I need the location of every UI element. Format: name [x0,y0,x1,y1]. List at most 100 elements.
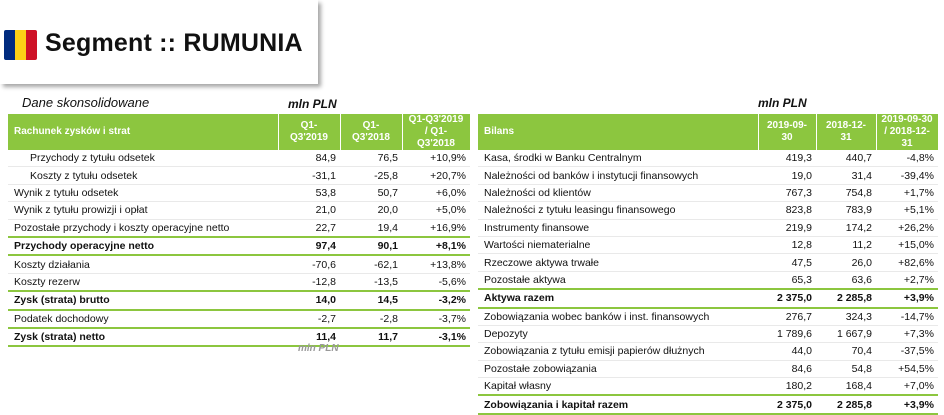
cell-value: 168,4 [816,377,876,396]
cell-value: 19,0 [758,166,816,185]
cell-value: 14,5 [340,290,402,311]
balance-sheet-table: Bilans 2019-09-30 2018-12-31 2019-09-30 … [478,114,939,415]
row-label: Zobowiązania i kapitał razem [478,394,758,415]
row-label: Należności od klientów [478,184,758,203]
row-label: Rzeczowe aktywa trwałe [478,253,758,272]
table-row: Należności od klientów 767,3 754,8 +1,7% [478,184,938,203]
table-row: Pozostałe zobowiązania 84,6 54,8 +54,5% [478,360,938,379]
cell-change: +8,1% [402,235,470,257]
faded-unit-label: mln PLN [298,343,339,354]
cell-value: 76,5 [340,150,402,168]
table-row-total: Aktywa razem 2 375,0 2 285,8 +3,9% [478,288,938,309]
table-row: Kasa, środki w Banku Centralnym 419,3 440,… [478,150,938,168]
flag-stripe-yellow [15,30,26,60]
table-row: Wynik z tytułu odsetek 53,8 50,7 +6,0% [8,184,470,203]
cell-value: 276,7 [758,307,816,326]
cell-value: 823,8 [758,201,816,220]
flag-stripe-blue [4,30,15,60]
cell-value: 180,2 [758,377,816,396]
cell-change: -5,6% [402,273,470,292]
flag-stripe-red [26,30,37,60]
cell-change: +16,9% [402,219,470,238]
column-header: Q1-Q3'2018 [340,114,403,150]
cell-value: 12,8 [758,236,816,255]
cell-change: +7,3% [876,325,938,344]
row-label: Aktywa razem [478,288,758,309]
cell-value: 22,7 [278,219,340,238]
table-row: Podatek dochodowy -2,7 -2,8 -3,7% [8,309,470,329]
consolidated-caption: Dane skonsolidowane [22,95,150,110]
cell-change: +82,6% [876,253,938,272]
cell-value: 1 789,6 [758,325,816,344]
cell-change: +13,8% [402,255,470,274]
cell-value: 90,1 [340,235,402,257]
table-row: Rzeczowe aktywa trwałe 47,5 26,0 +82,6% [478,253,938,272]
cell-value: 11,7 [340,326,402,348]
cell-value: 440,7 [816,150,876,168]
row-label: Wartości niematerialne [478,236,758,255]
table-row: Należności od banków i instytucji finans… [478,166,938,185]
cell-value: 14,0 [278,290,340,311]
table-row: Zobowiązania wobec banków i inst. finans… [478,307,938,326]
cell-change: +20,7% [402,166,470,185]
table-row: Depozyty 1 789,6 1 667,9 +7,3% [478,325,938,344]
cell-value: 54,8 [816,360,876,379]
column-header: Q1-Q3'2019 / Q1-Q3'2018 [402,114,471,150]
table-row-total: Zysk (strata) netto 11,4 11,7 -3,1% [8,326,470,348]
cell-change: +15,0% [876,236,938,255]
cell-value: -2,8 [340,309,402,329]
table-row: Pozostałe aktywa 65,3 63,6 +2,7% [478,271,938,290]
cell-value: 63,6 [816,271,876,290]
cell-change: -4,8% [876,150,938,168]
row-label: Zobowiązania z tytułu emisji papierów dł… [478,342,758,361]
cell-value: 21,0 [278,201,340,220]
cell-change: +7,0% [876,377,938,396]
cell-change: +54,5% [876,360,938,379]
row-label: Koszty działania [8,255,278,274]
column-header: Rachunek zysków i strat [8,114,279,150]
cell-value: 2 285,8 [816,288,876,309]
column-header: 2019-09-30 / 2018-12-31 [876,114,939,150]
cell-value: 44,0 [758,342,816,361]
cell-value: 11,4 [278,326,340,348]
cell-change: +2,7% [876,271,938,290]
cell-value: -25,8 [340,166,402,185]
cell-value: 97,4 [278,235,340,257]
row-label: Instrumenty finansowe [478,219,758,237]
cell-value: 31,4 [816,166,876,185]
cell-value: 174,2 [816,219,876,237]
cell-change: +6,0% [402,184,470,203]
cell-value: 2 375,0 [758,288,816,309]
cell-value: -31,1 [278,166,340,185]
table-row: Koszty rezerw -12,8 -13,5 -5,6% [8,273,470,292]
row-label: Depozyty [478,325,758,344]
income-statement-table: Rachunek zysków i strat Q1-Q3'2019 Q1-Q3… [8,114,471,348]
title-box: Segment :: RUMUNIA [0,0,318,84]
cell-change: +3,9% [876,288,938,309]
column-header: Bilans [478,114,759,150]
row-label: Należności od banków i instytucji finans… [478,166,758,185]
cell-value: 26,0 [816,253,876,272]
cell-value: 419,3 [758,150,816,168]
table-row: Koszty działania -70,6 -62,1 +13,8% [8,255,470,274]
cell-change: +5,0% [402,201,470,220]
cell-value: 11,2 [816,236,876,255]
cell-value: 47,5 [758,253,816,272]
row-label: Należności z tytułu leasingu finansowego [478,201,758,220]
cell-value: 783,9 [816,201,876,220]
cell-value: 19,4 [340,219,402,238]
cell-value: 70,4 [816,342,876,361]
cell-change: -37,5% [876,342,938,361]
row-label: Kapitał własny [478,377,758,396]
column-header: 2019-09-30 [758,114,817,150]
row-label: Kasa, środki w Banku Centralnym [478,150,758,168]
table-row: Koszty z tytułu odsetek -31,1 -25,8 +20,7% [8,166,470,185]
romania-flag-icon [4,30,37,60]
cell-value: 219,9 [758,219,816,237]
table-row: Kapitał własny 180,2 168,4 +7,0% [478,377,938,396]
left-unit-label: mln PLN [288,97,337,111]
cell-change: +10,9% [402,150,470,168]
row-label: Pozostałe zobowiązania [478,360,758,379]
table-row: Należności z tytułu leasingu finansowego… [478,201,938,220]
table-row: Instrumenty finansowe 219,9 174,2 +26,2% [478,219,938,237]
